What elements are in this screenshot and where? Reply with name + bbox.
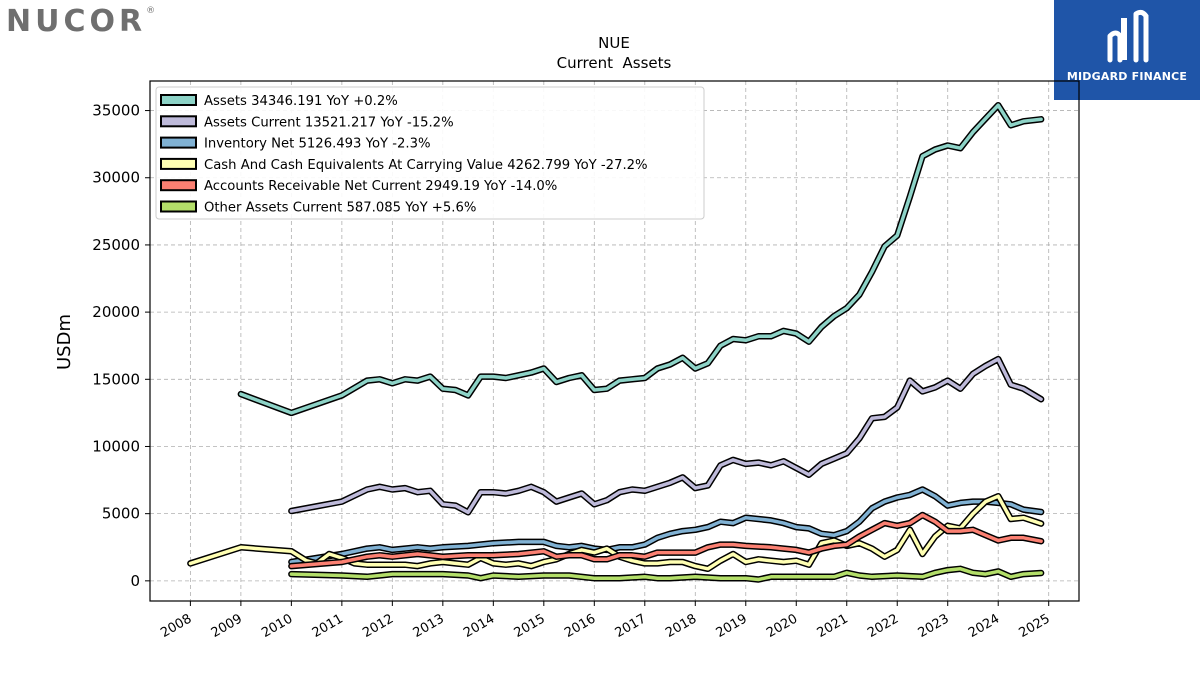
- x-tick-label: 2014: [461, 611, 497, 641]
- x-tick-label: 2020: [764, 611, 800, 641]
- legend-entry: Other Assets Current 587.085 YoY +5.6%: [204, 201, 476, 216]
- y-axis-label: USDm: [54, 314, 75, 370]
- y-tick-label: 10000: [92, 437, 140, 455]
- x-axis: 2008 2009 2010 2011 2012 2013 2014 2015 2016 2017…: [158, 601, 1053, 641]
- series-line: [188, 494, 1043, 571]
- x-tick-label: 2024: [966, 611, 1002, 641]
- legend-swatch: [160, 115, 197, 128]
- legend-swatch: [160, 200, 197, 213]
- legend: Assets 34346.191 YoY +0.2% Assets Current…: [155, 86, 705, 220]
- plot-frame: [149, 80, 1080, 602]
- legend-entry: Inventory Net 5126.493 YoY -2.3%: [204, 137, 431, 152]
- series-line: [239, 103, 1043, 415]
- x-tick-label: 2018: [663, 611, 699, 641]
- y-tick-label: 30000: [92, 169, 140, 187]
- x-tick-label: 2016: [562, 611, 598, 641]
- y-tick-label: 15000: [92, 370, 140, 388]
- x-tick-label: 2009: [209, 611, 245, 641]
- legend-entry: Accounts Receivable Net Current 2949.19 …: [204, 179, 557, 194]
- y-tick-label: 35000: [92, 102, 140, 120]
- series-line: [289, 567, 1043, 582]
- y-tick-label: 5000: [102, 505, 140, 523]
- legend-entry: Assets Current 13521.217 YoY -15.2%: [204, 115, 454, 130]
- x-tick-label: 2022: [865, 611, 901, 641]
- legend-entry: Cash And Cash Equivalents At Carrying Va…: [204, 158, 648, 173]
- x-tick-label: 2025: [1017, 611, 1053, 641]
- x-tick-label: 2012: [360, 611, 396, 641]
- chart-subtitle: Current Assets: [557, 54, 672, 72]
- legend-entry: Assets 34346.191 YoY +0.2%: [204, 94, 398, 109]
- midgard-finance-badge: MIDGARD FINANCE: [1054, 0, 1200, 100]
- x-tick-label: 2008: [158, 611, 194, 641]
- midgard-logo-icon: [1107, 9, 1149, 63]
- y-tick-label: 0: [130, 572, 140, 590]
- legend-box: [155, 86, 705, 220]
- y-axis: 0 5000 10000 15000 20000 25000 30000 35000: [92, 102, 150, 590]
- series-line: [289, 513, 1043, 568]
- x-tick-label: 2019: [714, 611, 750, 641]
- x-tick-label: 2023: [916, 611, 952, 641]
- series-layer: [187, 101, 1045, 583]
- y-tick-label: 25000: [92, 236, 140, 254]
- y-tick-label: 20000: [92, 303, 140, 321]
- legend-swatch: [160, 136, 197, 149]
- x-tick-label: 2017: [613, 611, 649, 641]
- series-line: [289, 487, 1043, 564]
- x-tick-label: 2021: [815, 611, 851, 641]
- badge-text: MIDGARD FINANCE: [1066, 70, 1188, 83]
- x-tick-label: 2013: [411, 611, 447, 641]
- series-line: [289, 357, 1043, 515]
- x-tick-label: 2015: [512, 611, 548, 641]
- legend-swatch: [160, 157, 197, 170]
- legend-swatch: [160, 94, 197, 106]
- x-tick-label: 2011: [310, 611, 346, 641]
- nucor-logo: NUCOR®: [6, 4, 156, 39]
- legend-swatch: [160, 179, 197, 192]
- chart-title: NUE: [598, 34, 630, 52]
- x-tick-label: 2010: [259, 611, 295, 641]
